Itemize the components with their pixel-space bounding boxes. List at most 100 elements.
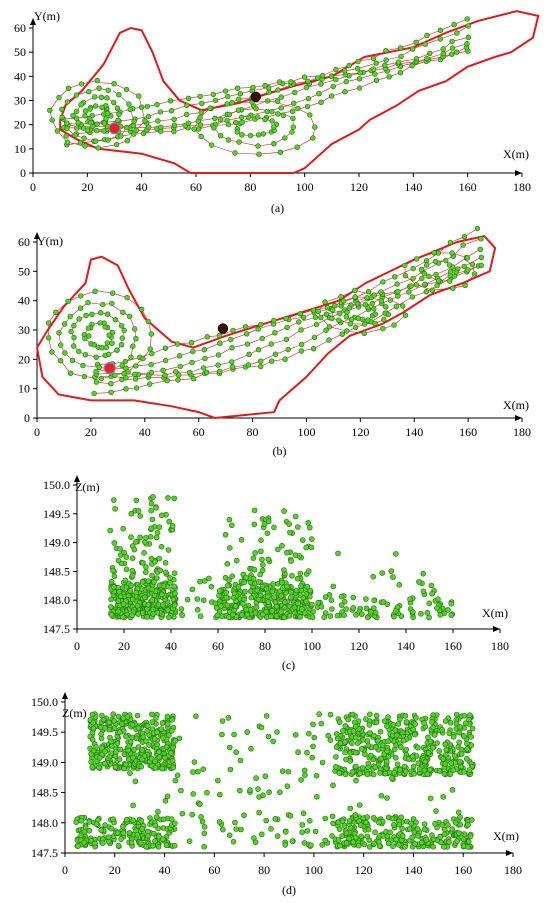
data-point bbox=[217, 340, 223, 346]
data-point bbox=[230, 327, 236, 334]
data-point bbox=[255, 114, 261, 120]
x-tick-label: 80 bbox=[244, 180, 256, 194]
data-point bbox=[385, 714, 391, 720]
data-point bbox=[145, 578, 152, 584]
data-point bbox=[112, 372, 118, 379]
panel-label: (c) bbox=[282, 658, 295, 672]
data-point bbox=[179, 612, 185, 619]
data-point bbox=[329, 606, 335, 612]
data-point bbox=[129, 612, 135, 619]
data-point bbox=[108, 381, 114, 387]
data-point bbox=[300, 314, 307, 320]
data-point bbox=[102, 725, 108, 731]
data-point bbox=[303, 591, 310, 597]
data-point bbox=[165, 607, 171, 613]
data-point bbox=[304, 749, 310, 756]
data-point bbox=[89, 311, 95, 317]
data-point bbox=[397, 45, 404, 51]
data-point bbox=[386, 74, 392, 80]
data-point bbox=[200, 597, 207, 604]
data-point bbox=[352, 324, 359, 331]
data-point bbox=[137, 534, 143, 541]
data-point bbox=[123, 386, 129, 392]
data-point bbox=[418, 610, 424, 617]
data-point bbox=[129, 721, 136, 728]
y-tick-label: 30 bbox=[18, 323, 30, 337]
data-point bbox=[100, 301, 106, 308]
data-point bbox=[420, 588, 427, 595]
data-point bbox=[166, 518, 172, 525]
data-point bbox=[275, 87, 281, 93]
data-point bbox=[310, 721, 316, 728]
data-point bbox=[264, 593, 271, 600]
data-point bbox=[414, 833, 421, 839]
data-point bbox=[149, 597, 156, 603]
data-point bbox=[110, 711, 116, 718]
data-point bbox=[449, 787, 456, 793]
data-point bbox=[92, 138, 99, 144]
data-point bbox=[237, 787, 243, 794]
data-point bbox=[305, 730, 312, 737]
data-point bbox=[343, 78, 349, 85]
data-point bbox=[138, 839, 144, 846]
data-point bbox=[336, 719, 343, 725]
data-point bbox=[149, 572, 155, 579]
boundary-line bbox=[59, 10, 540, 174]
data-point bbox=[259, 556, 265, 563]
x-tick-label: 20 bbox=[85, 425, 97, 439]
data-point bbox=[283, 315, 289, 322]
data-point bbox=[256, 151, 262, 157]
data-point bbox=[229, 522, 235, 529]
data-point bbox=[244, 341, 251, 347]
data-point bbox=[108, 738, 114, 745]
data-point bbox=[288, 79, 294, 85]
data-point bbox=[437, 27, 444, 33]
data-point bbox=[59, 114, 65, 121]
data-point bbox=[162, 754, 168, 761]
data-point bbox=[189, 811, 195, 818]
data-point bbox=[219, 718, 226, 724]
data-point bbox=[115, 598, 122, 604]
data-point bbox=[129, 596, 136, 603]
data-point bbox=[436, 278, 442, 284]
data-point bbox=[237, 757, 244, 764]
data-point bbox=[335, 837, 342, 843]
x-tick-label: 180 bbox=[504, 863, 522, 877]
data-point bbox=[184, 102, 190, 109]
data-point bbox=[120, 823, 126, 830]
data-point bbox=[318, 314, 324, 321]
data-point bbox=[337, 842, 343, 849]
data-point bbox=[342, 88, 348, 95]
data-point bbox=[390, 721, 397, 728]
data-point bbox=[332, 303, 338, 309]
x-axis-title: X(m) bbox=[503, 398, 529, 412]
data-point bbox=[265, 518, 272, 525]
data-point bbox=[158, 512, 165, 519]
data-point bbox=[441, 843, 447, 850]
y-axis-arrow bbox=[62, 692, 68, 699]
data-point bbox=[468, 742, 475, 749]
data-point bbox=[310, 307, 317, 313]
data-point bbox=[308, 544, 315, 551]
data-point bbox=[322, 837, 329, 844]
data-point bbox=[453, 269, 459, 275]
x-tick-label: 20 bbox=[81, 180, 93, 194]
data-point bbox=[108, 604, 114, 610]
data-point bbox=[258, 831, 265, 838]
y-tick-label: 50 bbox=[14, 45, 26, 59]
data-point bbox=[158, 124, 164, 131]
data-point bbox=[467, 833, 474, 840]
data-point bbox=[337, 740, 344, 747]
data-point bbox=[75, 119, 81, 126]
x-tick-label: 0 bbox=[34, 425, 40, 439]
data-point bbox=[292, 552, 299, 559]
data-point bbox=[282, 842, 289, 848]
data-point bbox=[300, 810, 307, 817]
data-point bbox=[299, 829, 305, 836]
data-point bbox=[226, 744, 233, 751]
data-point bbox=[408, 283, 414, 289]
x-tick-label: 0 bbox=[74, 639, 80, 653]
data-point bbox=[130, 754, 136, 761]
data-point bbox=[234, 129, 240, 135]
data-point bbox=[88, 119, 94, 126]
